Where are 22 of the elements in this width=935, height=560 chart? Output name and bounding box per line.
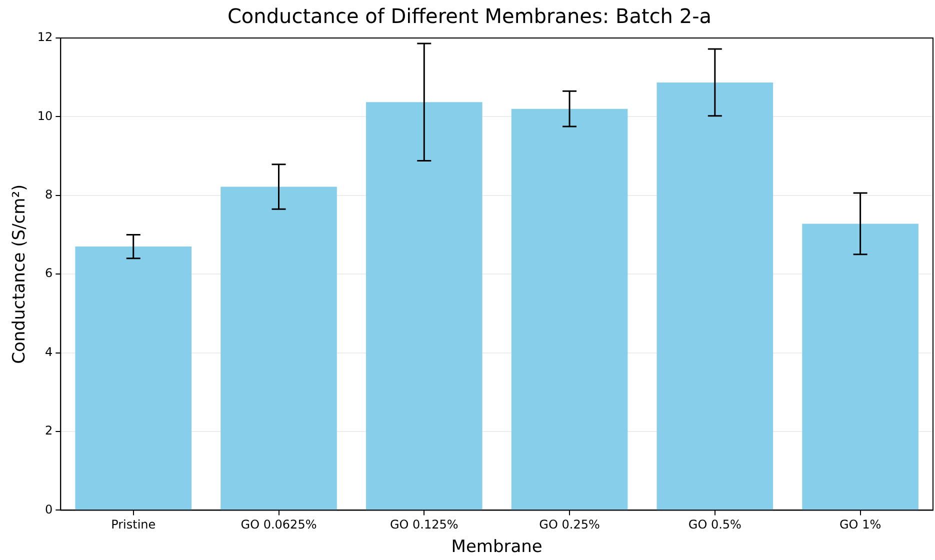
x-axis-title: Membrane	[451, 537, 542, 558]
bar	[220, 186, 337, 510]
bar	[75, 246, 192, 510]
bar	[511, 108, 628, 510]
y-tick-label: 0	[45, 502, 53, 516]
x-tick-label: GO 1%	[840, 518, 882, 532]
bar	[656, 82, 774, 510]
x-tick-label: GO 0.25%	[539, 518, 600, 532]
y-tick-label: 4	[45, 344, 53, 359]
chart-title: Conductance of Different Membranes: Batch 2-a	[227, 4, 712, 28]
y-tick-label: 8	[45, 188, 53, 202]
x-tick-label: GO 0.0625%	[240, 518, 317, 532]
bar	[366, 102, 482, 510]
x-tick-label: GO 0.125%	[390, 518, 458, 532]
y-tick-label: 10	[37, 108, 53, 123]
y-axis-title: Conductance (S/cm²)	[10, 184, 30, 364]
y-tick-label: 2	[45, 424, 53, 438]
bar	[802, 224, 918, 510]
x-tick-label: Pristine	[111, 518, 156, 532]
x-tick-label: GO 0.5%	[688, 518, 742, 532]
y-tick-label: 12	[37, 30, 53, 44]
y-tick-label: 6	[45, 266, 53, 280]
